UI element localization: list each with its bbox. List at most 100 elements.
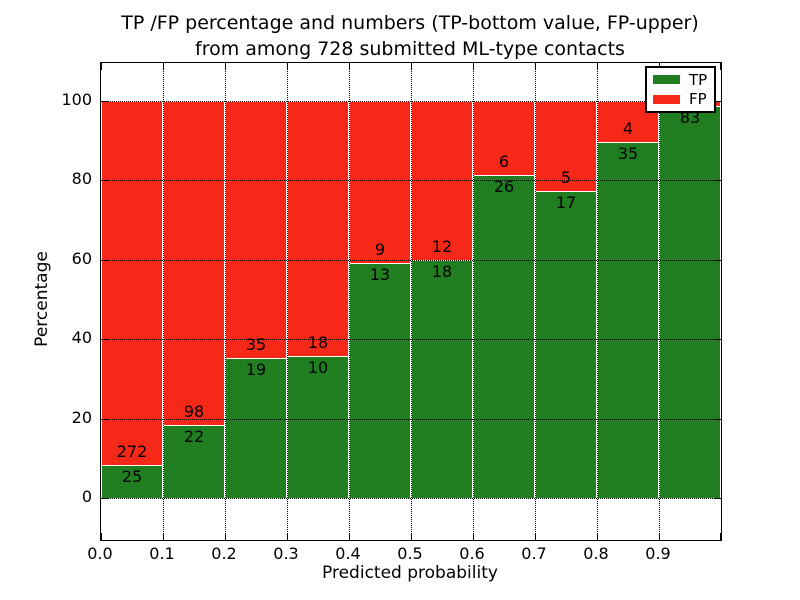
- x-tick-top: [349, 63, 350, 70]
- y-tick-label: 0: [81, 487, 92, 506]
- x-tick-bottom: [349, 533, 350, 540]
- y-tick-label: 80: [71, 169, 92, 189]
- y-tick-left: [101, 418, 108, 420]
- bar-value-label-fp: 18: [307, 333, 329, 353]
- x-tick-top: [101, 63, 102, 70]
- bar-value-label-tp: 35: [617, 143, 639, 163]
- x-tick-bottom: [659, 533, 660, 540]
- gridline-vertical: [473, 63, 474, 540]
- y-tick-label: 60: [71, 248, 92, 268]
- bar-value-label-fp: 9: [374, 240, 386, 260]
- bar-segment-fp: [473, 101, 535, 176]
- bar-value-label-fp: 35: [245, 335, 267, 355]
- y-tick-right: [714, 339, 721, 341]
- tp-color-swatch: [653, 75, 680, 85]
- x-tick-label: 0.0: [87, 544, 113, 563]
- bar-segment-fp: [163, 101, 225, 426]
- x-tick-label: 0.9: [645, 544, 671, 563]
- legend: TP FP: [645, 66, 716, 113]
- bar-segment-tp: [101, 464, 163, 498]
- chart-title: TP /FP percentage and numbers (TP-bottom…: [100, 11, 720, 62]
- bar-segment-tp: [225, 358, 287, 498]
- gridline-vertical: [287, 63, 288, 540]
- bar-segment-tp: [535, 191, 597, 498]
- bar-segment-tp: [163, 425, 225, 498]
- x-tick-bottom: [101, 533, 102, 540]
- legend-item-fp: FP: [653, 90, 708, 108]
- y-tick-right: [714, 418, 721, 420]
- plot-area: 272 25 98 22 35 19 18 10 9 13 12 18 6 26 5 17 4 35 83: [100, 62, 722, 541]
- x-tick-label: 0.1: [149, 544, 175, 563]
- x-tick-bottom: [535, 533, 536, 540]
- bar-segment-fp: [287, 101, 349, 357]
- y-tick-left: [101, 498, 108, 499]
- y-tick-right: [714, 101, 721, 102]
- bar-value-label-tp: 25: [121, 466, 143, 486]
- y-tick-left: [101, 259, 108, 261]
- gridline-vertical: [411, 63, 412, 540]
- bar-value-label-fp: 4: [622, 118, 634, 138]
- bar-value-label-fp: 272: [116, 441, 148, 461]
- x-tick-bottom: [473, 533, 474, 540]
- fp-color-swatch: [653, 94, 680, 104]
- bar-value-label-tp: 13: [369, 265, 391, 285]
- x-tick-top: [225, 63, 226, 70]
- x-tick-label: 0.3: [273, 544, 299, 563]
- bar-value-label-fp: 5: [560, 168, 572, 188]
- x-tick-label: 0.7: [521, 544, 547, 563]
- legend-label-tp: TP: [689, 70, 708, 89]
- bar-value-label-tp: 10: [307, 358, 329, 378]
- x-tick-bottom: [225, 533, 226, 540]
- x-tick-label: 0.8: [583, 544, 609, 563]
- bar-value-label-fp: 98: [183, 402, 205, 422]
- y-tick-label: 100: [61, 90, 92, 109]
- bar-value-label-tp: 19: [245, 360, 267, 380]
- x-tick-top: [720, 63, 721, 70]
- x-tick-label: 0.2: [211, 544, 237, 563]
- bar-segment-fp: [225, 101, 287, 359]
- bar-segment-tp: [349, 263, 411, 498]
- gridline-vertical: [163, 63, 164, 540]
- x-tick-bottom: [720, 533, 721, 540]
- x-tick-bottom: [287, 533, 288, 540]
- y-tick-right: [714, 180, 721, 182]
- gridline-vertical: [535, 63, 536, 540]
- x-tick-top: [597, 63, 598, 70]
- legend-label-fp: FP: [689, 90, 707, 109]
- bar-value-label-tp: 22: [183, 427, 205, 447]
- bar-value-label-tp: 26: [493, 177, 515, 197]
- x-tick-label: 0.5: [397, 544, 423, 563]
- x-tick-label: 0.6: [459, 544, 485, 563]
- x-tick-top: [473, 63, 474, 70]
- x-tick-top: [163, 63, 164, 70]
- y-tick-right: [714, 259, 721, 261]
- y-tick-left: [101, 180, 108, 182]
- bar-segment-tp: [287, 356, 349, 498]
- bar-value-label-tp: 17: [555, 193, 577, 213]
- bar-segment-fp: [101, 101, 163, 465]
- x-tick-top: [411, 63, 412, 70]
- x-tick-bottom: [597, 533, 598, 540]
- bar-segment-fp: [349, 101, 411, 264]
- chart-title-line2: from among 728 submitted ML-type contact…: [195, 37, 625, 60]
- gridline-vertical: [349, 63, 350, 540]
- y-tick-left: [101, 339, 108, 341]
- chart-title-line1: TP /FP percentage and numbers (TP-bottom…: [121, 12, 699, 34]
- bar-segment-tp: [597, 141, 659, 498]
- legend-item-tp: TP: [653, 71, 708, 89]
- gridline-vertical: [597, 63, 598, 540]
- x-tick-bottom: [411, 533, 412, 540]
- x-tick-label: 0.4: [335, 544, 361, 563]
- y-tick-right: [714, 498, 721, 499]
- x-tick-bottom: [163, 533, 164, 540]
- x-axis-label: Predicted probability: [322, 563, 498, 583]
- gridline-vertical: [225, 63, 226, 540]
- x-tick-top: [287, 63, 288, 70]
- y-tick-label: 20: [71, 407, 92, 427]
- bar-value-label-tp: 18: [431, 261, 453, 281]
- y-tick-label: 40: [71, 328, 92, 348]
- bar-value-label-fp: 6: [498, 152, 510, 172]
- bar-segment-tp: [659, 105, 721, 498]
- y-tick-left: [101, 101, 108, 102]
